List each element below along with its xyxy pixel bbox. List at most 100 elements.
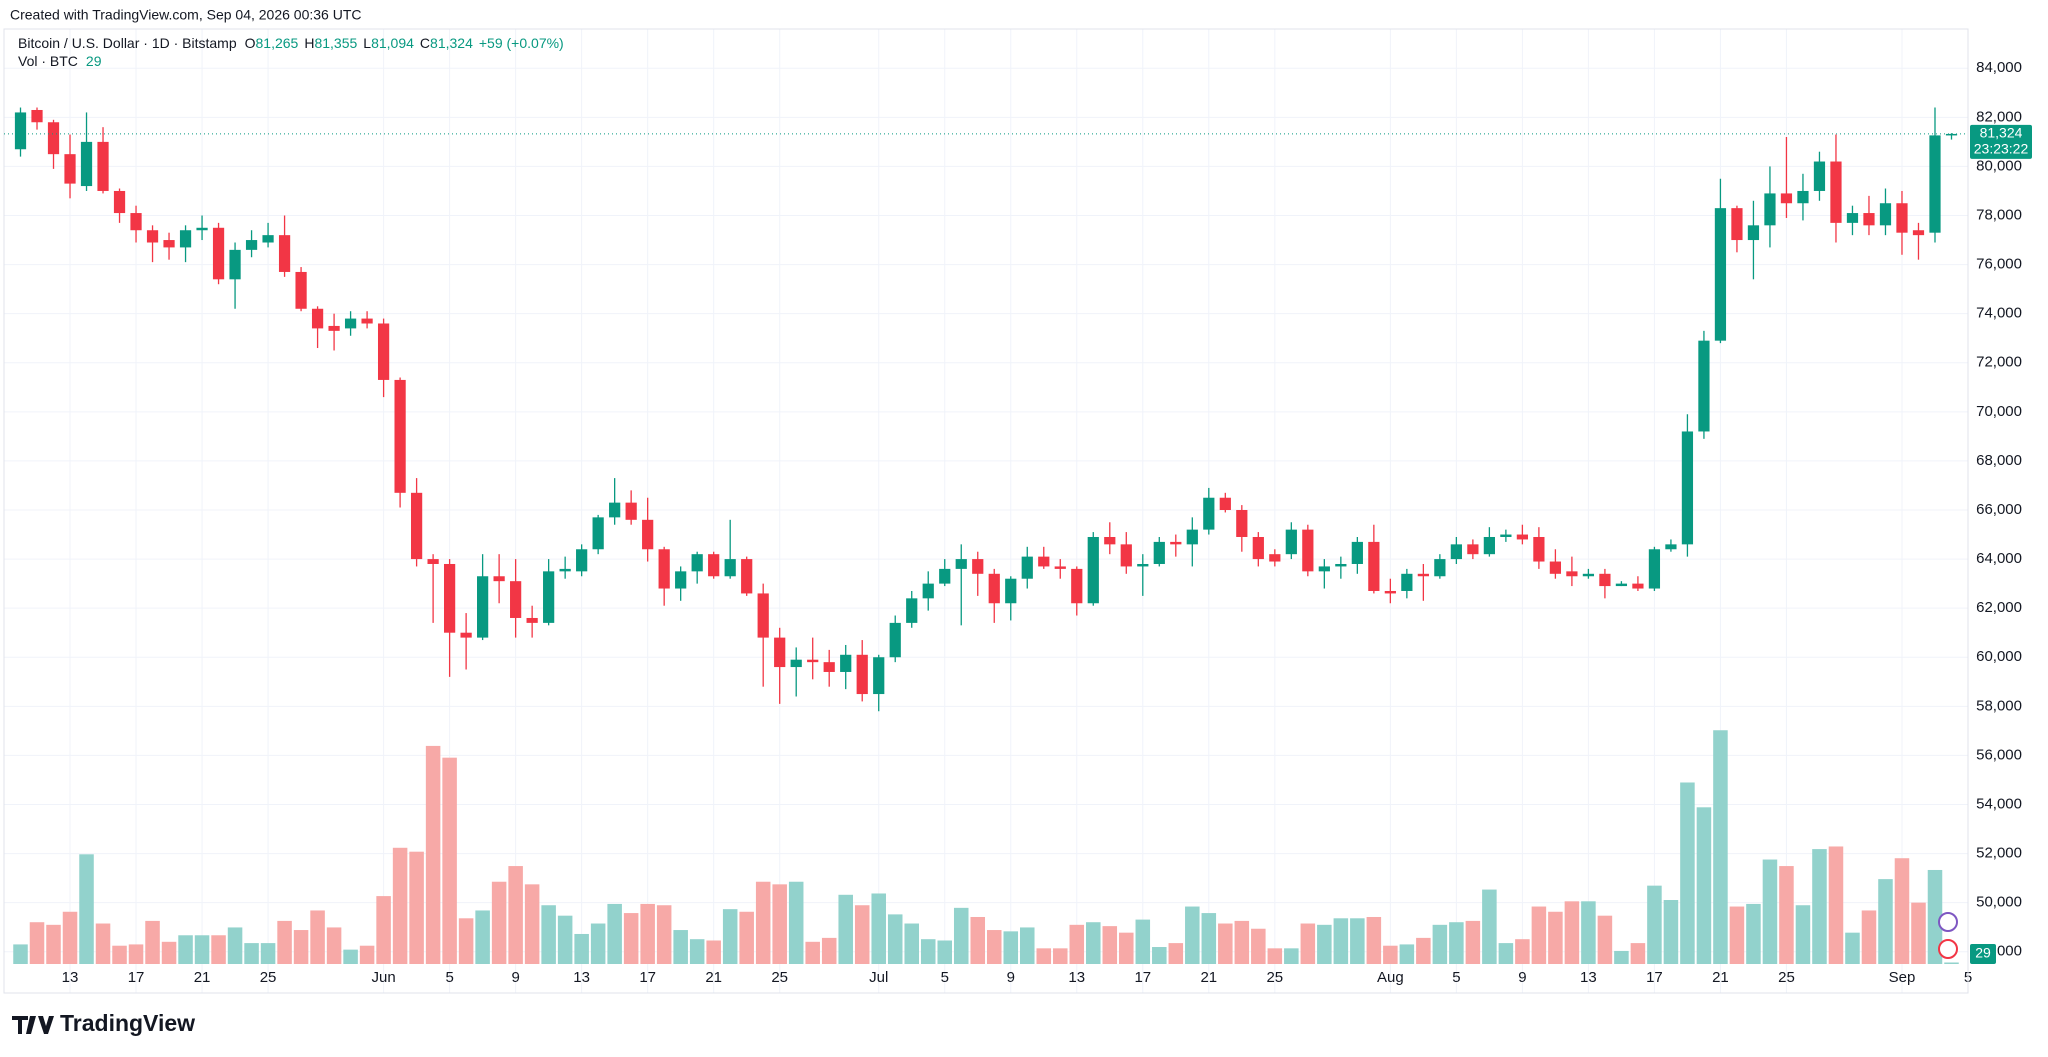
volume-bar	[359, 945, 375, 964]
volume-bar	[1564, 901, 1580, 964]
candle-body	[1054, 566, 1066, 569]
candle-body	[1698, 340, 1710, 432]
open-key: O	[245, 35, 256, 51]
volume-bar	[1119, 932, 1134, 964]
grid	[4, 29, 1969, 993]
candle-body	[1236, 509, 1248, 537]
y-tick-label: 78,000	[1976, 206, 2022, 223]
y-tick-label: 84,000	[1976, 59, 2022, 76]
candle-body	[823, 662, 835, 672]
candle-body	[1434, 559, 1446, 577]
candle-body	[1120, 544, 1132, 567]
candle-body	[229, 249, 241, 280]
candle-body	[741, 559, 753, 594]
x-tick-label: 25	[1778, 969, 1795, 986]
volume-badge	[1970, 944, 1996, 964]
candle-body	[922, 583, 934, 599]
volume-bar	[772, 884, 787, 964]
candle-body	[1632, 583, 1644, 589]
volume-bar	[904, 923, 919, 964]
volume-bar	[508, 866, 523, 964]
volume-bar	[1927, 869, 1943, 964]
candle-body	[1582, 573, 1595, 577]
volume-bar	[1597, 915, 1613, 964]
candle-body	[377, 323, 390, 380]
candle-body	[460, 632, 472, 638]
candle-body	[675, 571, 687, 589]
volume-bar	[1300, 923, 1316, 964]
low-value: 81,094	[371, 35, 414, 51]
candle-body	[757, 593, 769, 638]
symbol-title: Bitcoin / U.S. Dollar · 1D · Bitstamp	[18, 35, 237, 51]
x-tick-label: 9	[511, 969, 519, 986]
candle-body	[1731, 208, 1743, 241]
volume-bar	[1515, 939, 1530, 964]
y-tick-label: 70,000	[1976, 403, 2022, 420]
logo: TradingView	[12, 1010, 195, 1036]
volume-bar	[887, 914, 903, 964]
volume-bar	[1795, 905, 1811, 964]
volume-bar	[739, 911, 754, 964]
candle-body	[410, 492, 423, 560]
volume-bar	[1548, 911, 1563, 964]
x-tick-label: 17	[1646, 969, 1663, 986]
volume-bar	[310, 910, 325, 964]
volume-bar	[722, 909, 738, 964]
candle-body	[361, 318, 373, 324]
volume-title: Vol · BTC	[18, 53, 78, 69]
volume-bar	[458, 918, 474, 964]
candle-body	[1450, 544, 1462, 560]
volume-bar	[1845, 932, 1860, 964]
volume-bar	[1696, 807, 1712, 964]
volume-bar	[1581, 901, 1596, 964]
low-key: L	[363, 35, 371, 51]
y-tick-label: 56,000	[1976, 746, 2022, 763]
volume-bar	[1465, 920, 1481, 964]
volume-bar	[986, 930, 1002, 964]
y-tick-label: 66,000	[1976, 501, 2022, 518]
close-value: 81,324	[430, 35, 473, 51]
volume-bar	[1630, 943, 1646, 964]
x-tick-label: 17	[639, 969, 656, 986]
volume-bar	[1019, 927, 1035, 964]
open-value: 81,265	[256, 35, 299, 51]
candle-body	[1945, 133, 1958, 136]
last-price-label: 81,324	[1980, 125, 2023, 141]
y-tick-label: 58,000	[1976, 697, 2022, 714]
volume-bar	[1911, 902, 1926, 964]
volume-bar	[1861, 910, 1877, 964]
candle-body	[427, 559, 439, 564]
volume-bar	[1003, 931, 1019, 964]
x-tick-label: 9	[1007, 969, 1015, 986]
candle-body	[1516, 534, 1528, 540]
candle-body	[1153, 541, 1165, 564]
x-tick-label: Jun	[372, 969, 396, 986]
volume-bar	[1729, 906, 1745, 964]
volume-bar	[326, 927, 342, 964]
volume-bar	[1894, 858, 1910, 964]
y-tick-label: 50,000	[1976, 894, 2022, 911]
candle-body	[1846, 213, 1859, 223]
x-tick-label: 5	[1452, 969, 1460, 986]
x-tick-label: 13	[573, 969, 590, 986]
candle-body	[1269, 554, 1281, 562]
volume-bar	[46, 924, 61, 964]
volume-bar	[557, 915, 573, 964]
candle-body	[179, 230, 192, 248]
volume-bar	[1762, 859, 1778, 964]
candle-body	[889, 622, 901, 658]
candle-body	[1071, 568, 1083, 604]
volume-bar	[1135, 919, 1151, 964]
volume-bar	[1399, 944, 1415, 964]
volume-bar	[1069, 924, 1085, 964]
volume-bar	[1185, 906, 1200, 964]
change-value: +59 (+0.07%)	[479, 35, 564, 51]
status-icon	[1938, 912, 1958, 932]
volume-bar	[1746, 903, 1761, 964]
candle-body	[1170, 541, 1182, 545]
candle-body	[146, 230, 159, 243]
candle-body	[526, 617, 538, 623]
